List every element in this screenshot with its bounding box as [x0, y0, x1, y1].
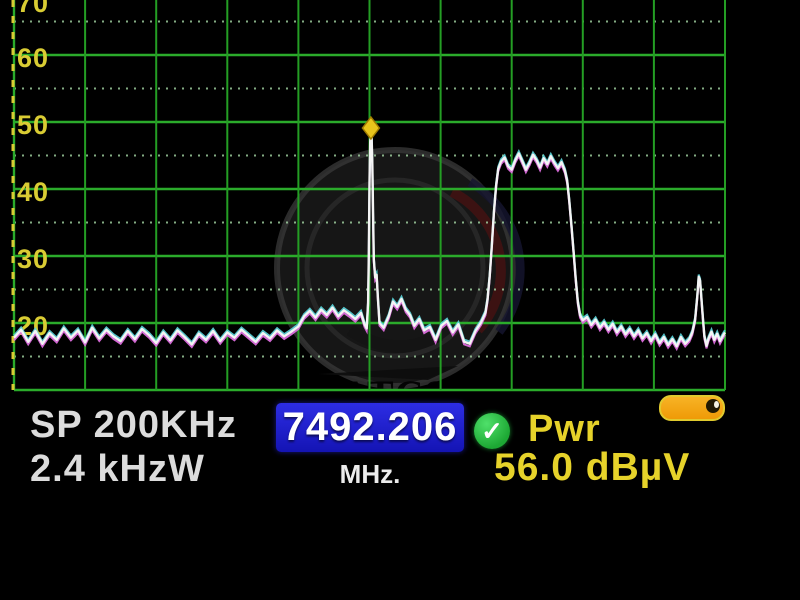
- spectrum-trace: [13, 131, 727, 352]
- svg-text:60: 60: [17, 43, 49, 73]
- frequency-display-box: 7492.206: [276, 403, 464, 452]
- frequency-value: 7492.206: [282, 405, 458, 449]
- lock-check-icon: ✓: [474, 413, 510, 449]
- power-label: Pwr: [528, 408, 601, 450]
- frequency-unit-label: MHz.: [339, 459, 401, 489]
- peak-marker-diamond: [361, 115, 381, 141]
- svg-text:40: 40: [17, 177, 49, 207]
- watermark-emblem-logo: [274, 147, 525, 389]
- svg-text:30: 30: [17, 244, 49, 274]
- svg-text:70: 70: [17, 0, 49, 18]
- battery-icon: [659, 395, 725, 421]
- span-readout: SP 200KHz: [30, 404, 237, 446]
- svg-text:50: 50: [17, 110, 49, 140]
- power-value: 56.0 dBµV: [494, 446, 691, 489]
- check-glyph: ✓: [481, 415, 503, 446]
- bandwidth-readout: 2.4 kHzW: [30, 448, 205, 490]
